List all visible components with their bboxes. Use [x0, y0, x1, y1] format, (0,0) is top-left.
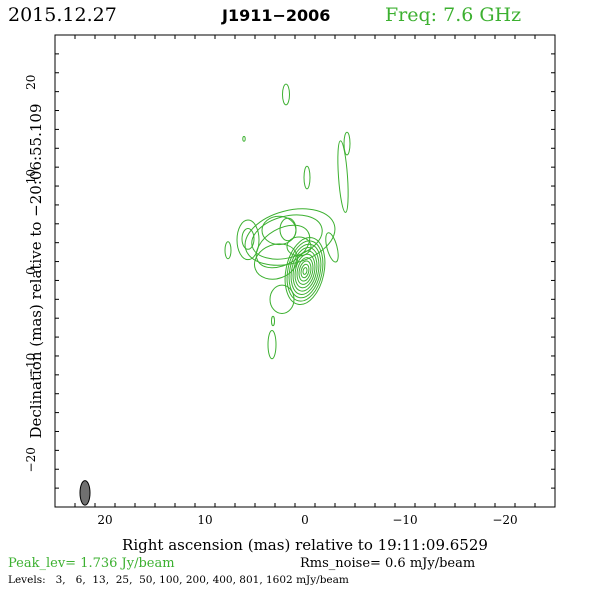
- jet-contour: [255, 224, 311, 269]
- jet-contour: [241, 228, 255, 250]
- jet-contour: [242, 135, 246, 142]
- x-tick-label: 0: [301, 513, 309, 527]
- jet-contour: [325, 232, 339, 263]
- y-tick-labels: 20 10 0 −10 −20: [24, 75, 38, 473]
- source-name: J1911−2006: [221, 6, 330, 25]
- plot-frame: [54, 34, 556, 508]
- jet-contour: [254, 243, 298, 280]
- x-tick-label: 10: [197, 513, 212, 527]
- core-contour: [284, 237, 326, 305]
- x-tick-label: −10: [392, 513, 417, 527]
- x-tick-label: −20: [492, 513, 517, 527]
- core-contour: [286, 240, 324, 302]
- beam-ellipse-group: [79, 480, 91, 506]
- core-contour: [296, 257, 314, 285]
- core-contour: [290, 247, 320, 295]
- core-contour: [288, 243, 322, 299]
- y-tick-label: 20: [24, 75, 38, 90]
- axis-ticks: [54, 34, 556, 508]
- rms-noise: Rms_noise= 0.6 mJy/beam: [300, 556, 475, 571]
- jet-contour: [271, 315, 275, 327]
- core-contour: [294, 253, 316, 289]
- core-contour: [302, 267, 308, 275]
- contour-levels: Levels: 3, 6, 13, 25, 50, 100, 200, 400,…: [8, 574, 349, 586]
- jet-contour: [267, 329, 277, 360]
- core-contour: [300, 263, 310, 279]
- core-contour: [298, 260, 312, 282]
- beam-ellipse: [79, 480, 91, 506]
- x-tick-labels: 20 10 0 −10 −20: [97, 513, 517, 527]
- y-tick-label: 10: [24, 169, 38, 184]
- jet-contour: [224, 241, 232, 260]
- x-tick-label: 20: [97, 513, 112, 527]
- y-tick-label: 0: [24, 267, 38, 275]
- jet-contour: [343, 131, 351, 156]
- x-axis-label: Right ascension (mas) relative to 19:11:…: [122, 536, 488, 554]
- peak-level: Peak_lev= 1.736 Jy/beam: [8, 556, 175, 571]
- jet-contour: [303, 165, 311, 190]
- jet-contour: [269, 284, 295, 314]
- epoch-date: 2015.12.27: [8, 4, 117, 26]
- jet-contour: [279, 217, 297, 242]
- y-axis-label: Declination (mas) relative to −20:06:55.…: [27, 103, 45, 438]
- frequency-label: Freq: 7.6 GHz: [385, 4, 521, 26]
- y-tick-label: −20: [24, 447, 38, 472]
- jet-contour: [282, 83, 290, 106]
- core-contour: [292, 250, 318, 292]
- y-tick-label: −10: [24, 353, 38, 378]
- jet-contour: [236, 219, 260, 261]
- jet-contour: [337, 140, 349, 213]
- contour-lines: [224, 83, 351, 360]
